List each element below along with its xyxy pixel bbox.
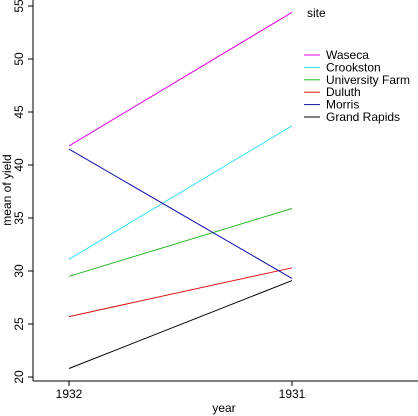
series-line-university-farm — [68, 207, 293, 277]
legend-label: Crookston — [326, 60, 381, 74]
legend-label: Grand Rapids — [326, 110, 400, 124]
y-tick-label: 45 — [12, 105, 26, 119]
series-line-morris — [68, 148, 293, 279]
y-tick-label: 30 — [12, 264, 26, 278]
legend-label: Morris — [326, 98, 359, 112]
y-tick-label: 55 — [12, 0, 26, 13]
y-tick-label: 40 — [12, 158, 26, 172]
x-axis-label: year — [212, 401, 235, 415]
y-tick-label: 20 — [12, 370, 26, 384]
x-ticks: 1932 1931 — [56, 381, 306, 401]
y-tick-label: 50 — [12, 52, 26, 66]
legend-title: site — [307, 6, 326, 20]
y-tick-label: 25 — [12, 317, 26, 331]
series-line-crookston — [68, 125, 293, 260]
series-line-waseca — [68, 11, 293, 147]
x-tick-label: 1931 — [279, 387, 306, 401]
plot-axes — [32, 0, 418, 382]
y-axis-label: mean of yield — [0, 154, 14, 225]
y-tick-label: 35 — [12, 211, 26, 225]
legend-label: Waseca — [326, 48, 369, 62]
x-tick-label: 1932 — [56, 387, 83, 401]
legend-label: Duluth — [326, 85, 361, 99]
y-ticks: 20 25 30 35 40 45 50 55 — [12, 0, 33, 384]
series-lines — [68, 11, 293, 369]
series-line-duluth — [68, 267, 293, 318]
legend-label: University Farm — [326, 73, 410, 87]
series-line-grand-rapids — [68, 280, 293, 369]
